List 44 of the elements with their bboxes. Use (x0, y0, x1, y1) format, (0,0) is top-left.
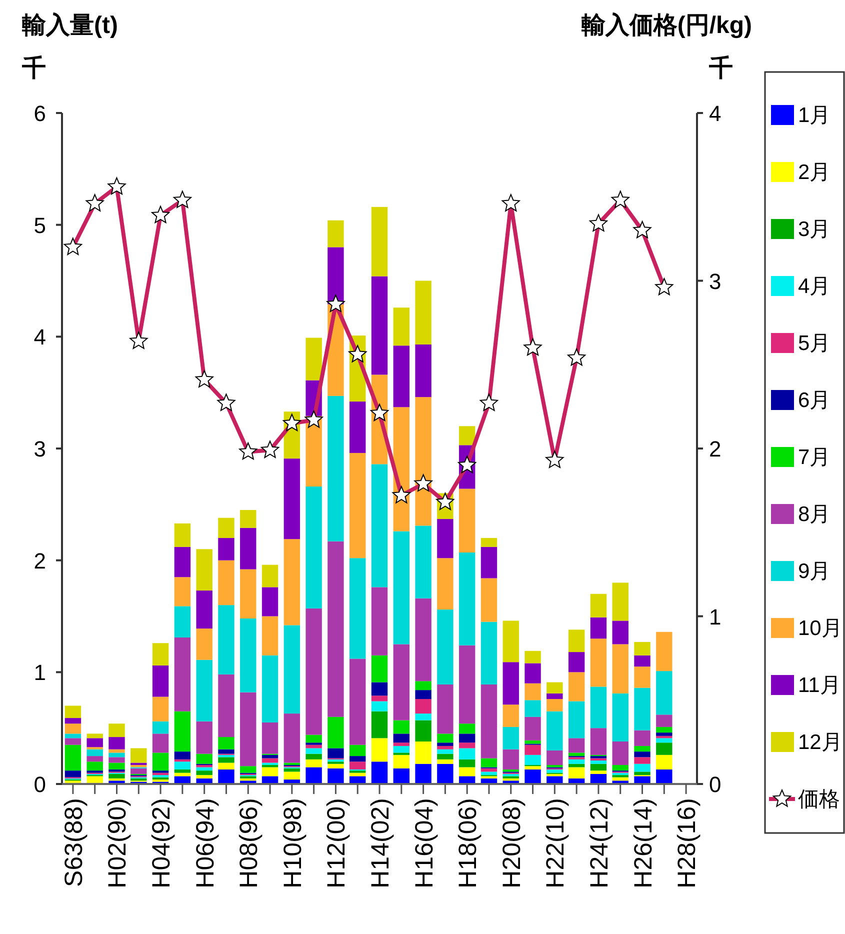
legend-label: 価格 (798, 788, 840, 811)
x-tick-label: H08(96) (235, 798, 264, 888)
legend-label: 4月 (798, 275, 831, 298)
y2-tick-label: 3 (709, 268, 722, 294)
legend-label: 10月 (798, 617, 842, 640)
x-tick-label: H22(10) (542, 798, 570, 888)
x-tick-label: H24(12) (585, 798, 614, 888)
x-tick-label: H26(14) (629, 798, 658, 888)
y-tick-label: 0 (34, 772, 46, 797)
legend-label: 3月 (798, 218, 831, 241)
x-tick-label: H10(98) (278, 798, 307, 888)
legend-label: 5月 (798, 332, 831, 355)
x-tick-label: H18(06) (454, 798, 482, 888)
y-tick-label: 3 (34, 436, 46, 462)
x-tick-label: H12(00) (322, 798, 351, 888)
y2-tick-label: 0 (709, 772, 722, 797)
y2-tick-label: 4 (709, 101, 722, 126)
x-tick-label: H06(94) (191, 798, 220, 888)
x-tick-label: H16(04) (410, 798, 438, 888)
x-tick-label: S63(88) (60, 798, 88, 887)
y2-tick-label: 2 (709, 436, 722, 462)
y2-axis-title: 輸入価格(円/kg) (580, 12, 752, 39)
y-tick-label: 5 (34, 212, 46, 238)
legend-label: 8月 (798, 503, 831, 526)
y-axis-title: 輸入量(t) (21, 12, 118, 39)
legend-label: 11月 (798, 674, 841, 697)
text: 千 (21, 55, 46, 82)
x-tick-label: H02(90) (104, 798, 132, 888)
x-tick-label: H20(08) (498, 798, 526, 888)
legend-label: 12月 (798, 731, 842, 754)
y-tick-label: 1 (34, 660, 46, 686)
y-tick-label: 4 (34, 324, 46, 350)
legend-label: 9月 (798, 560, 831, 583)
text: 千 (708, 55, 733, 82)
legend-label: 2月 (798, 161, 831, 184)
x-tick-label: H04(92) (148, 798, 176, 888)
y-tick-label: 6 (34, 101, 46, 126)
x-tick-label: H28(16) (673, 798, 702, 888)
y-tick-label: 2 (34, 548, 46, 574)
legend-label: 7月 (798, 446, 831, 469)
legend-label: 6月 (798, 389, 831, 412)
y2-tick-label: 1 (709, 604, 722, 630)
x-tick-label: H14(02) (366, 798, 394, 888)
legend-label: 1月 (798, 104, 831, 127)
